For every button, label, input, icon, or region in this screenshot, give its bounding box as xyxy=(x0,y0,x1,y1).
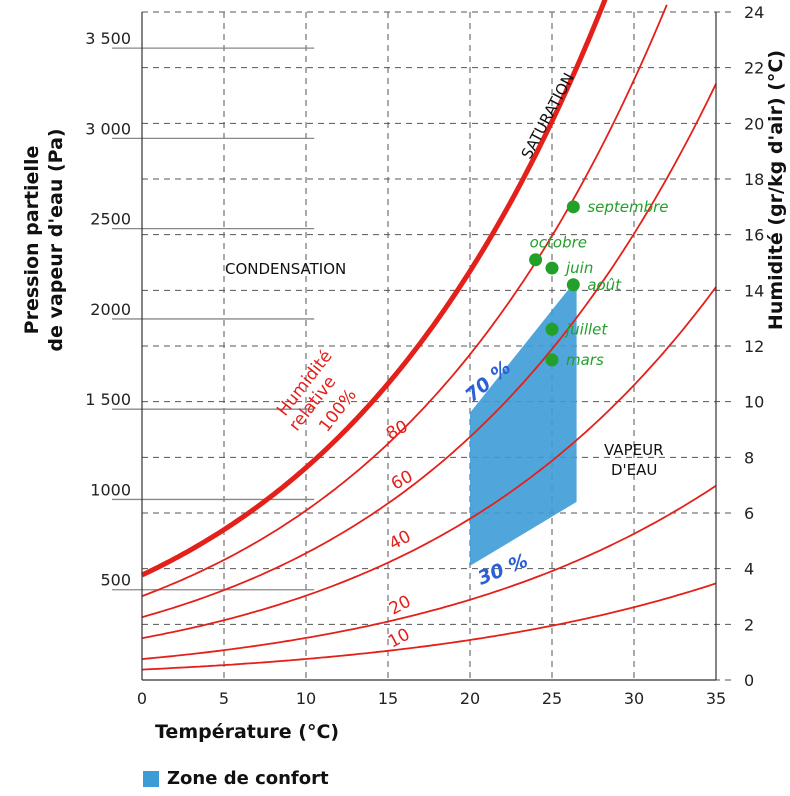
legend-swatch xyxy=(143,770,159,787)
x-tick-label: 30 xyxy=(624,689,644,708)
rh-curve-60 xyxy=(141,83,717,619)
rh-curves xyxy=(140,0,717,671)
y-right-tick-label: 10 xyxy=(744,393,764,412)
x-tick-label: 5 xyxy=(219,689,229,708)
grid xyxy=(112,11,736,681)
x-tick-label: 0 xyxy=(137,689,147,708)
rh-curve-label: 60 xyxy=(388,467,416,495)
vapeur-label-2: D'EAU xyxy=(611,461,657,479)
point-octobre xyxy=(529,253,543,267)
vapeur-label-1: VAPEUR xyxy=(604,441,664,459)
axes: 0 5 10 15 20 25 30 3502468101214161820222450010… xyxy=(21,3,787,743)
x-tick-label: 35 xyxy=(706,689,726,708)
y-left-tick-label: 3 000 xyxy=(85,119,131,138)
y-left-tick-label: 2500 xyxy=(90,210,131,229)
x-tick-label: 20 xyxy=(460,689,480,708)
x-axis-title: Température (°C) xyxy=(155,721,339,743)
y-left-tick-label: 1 500 xyxy=(85,390,131,409)
x-tick-label: 25 xyxy=(542,689,562,708)
saturation-label: SATURATION xyxy=(518,70,578,162)
point-label: octobre xyxy=(530,234,587,252)
y-left-title-line2: de vapeur d'eau (Pa) xyxy=(45,128,67,351)
y-right-tick-label: 8 xyxy=(744,448,754,467)
y-right-tick-label: 24 xyxy=(744,3,764,22)
rh-curve-label: 20 xyxy=(386,592,414,620)
point-août xyxy=(566,278,580,292)
y-left-tick-label: 1000 xyxy=(90,480,131,499)
point-juillet xyxy=(545,322,559,336)
y-right-tick-label: 22 xyxy=(744,59,764,78)
x-tick-label: 15 xyxy=(378,689,398,708)
rh-curve-label: 40 xyxy=(386,527,414,555)
rh-curve-20 xyxy=(141,484,717,660)
y-right-tick-label: 4 xyxy=(744,560,754,579)
y-left-tick-label: 3 500 xyxy=(85,29,131,48)
point-label: juin xyxy=(564,259,593,277)
y-right-title: Humidité (gr/kg d'air) (°C) xyxy=(765,50,787,330)
legend-label: Zone de confort xyxy=(167,768,329,789)
point-label: juillet xyxy=(564,320,608,338)
rh-curve-label: 80 xyxy=(383,417,411,445)
y-right-tick-label: 14 xyxy=(744,281,764,300)
y-right-tick-label: 0 xyxy=(744,671,754,690)
point-label: septembre xyxy=(587,198,668,216)
rh-curve-80 xyxy=(141,4,668,597)
point-juin xyxy=(545,261,559,275)
y-right-tick-label: 12 xyxy=(744,337,764,356)
point-septembre xyxy=(566,200,580,214)
condensation-label: CONDENSATION xyxy=(225,260,346,278)
y-right-tick-label: 18 xyxy=(744,170,764,189)
point-label: mars xyxy=(566,351,604,369)
x-tick-label: 10 xyxy=(296,689,316,708)
legend: Zone de confort xyxy=(143,768,329,789)
y-left-tick-label: 2000 xyxy=(90,300,131,319)
point-label: août xyxy=(587,276,622,294)
y-left-title-line1: Pression partielle xyxy=(21,146,43,335)
y-right-tick-label: 2 xyxy=(744,615,754,634)
rh-curve-40 xyxy=(141,286,717,640)
y-right-tick-label: 20 xyxy=(744,114,764,133)
point-mars xyxy=(545,353,559,367)
y-left-tick-label: 500 xyxy=(100,571,131,590)
rh-curve-100 xyxy=(140,0,608,578)
y-right-tick-label: 6 xyxy=(744,504,754,523)
y-right-tick-label: 16 xyxy=(744,226,764,245)
rh-curve-10 xyxy=(141,582,717,671)
